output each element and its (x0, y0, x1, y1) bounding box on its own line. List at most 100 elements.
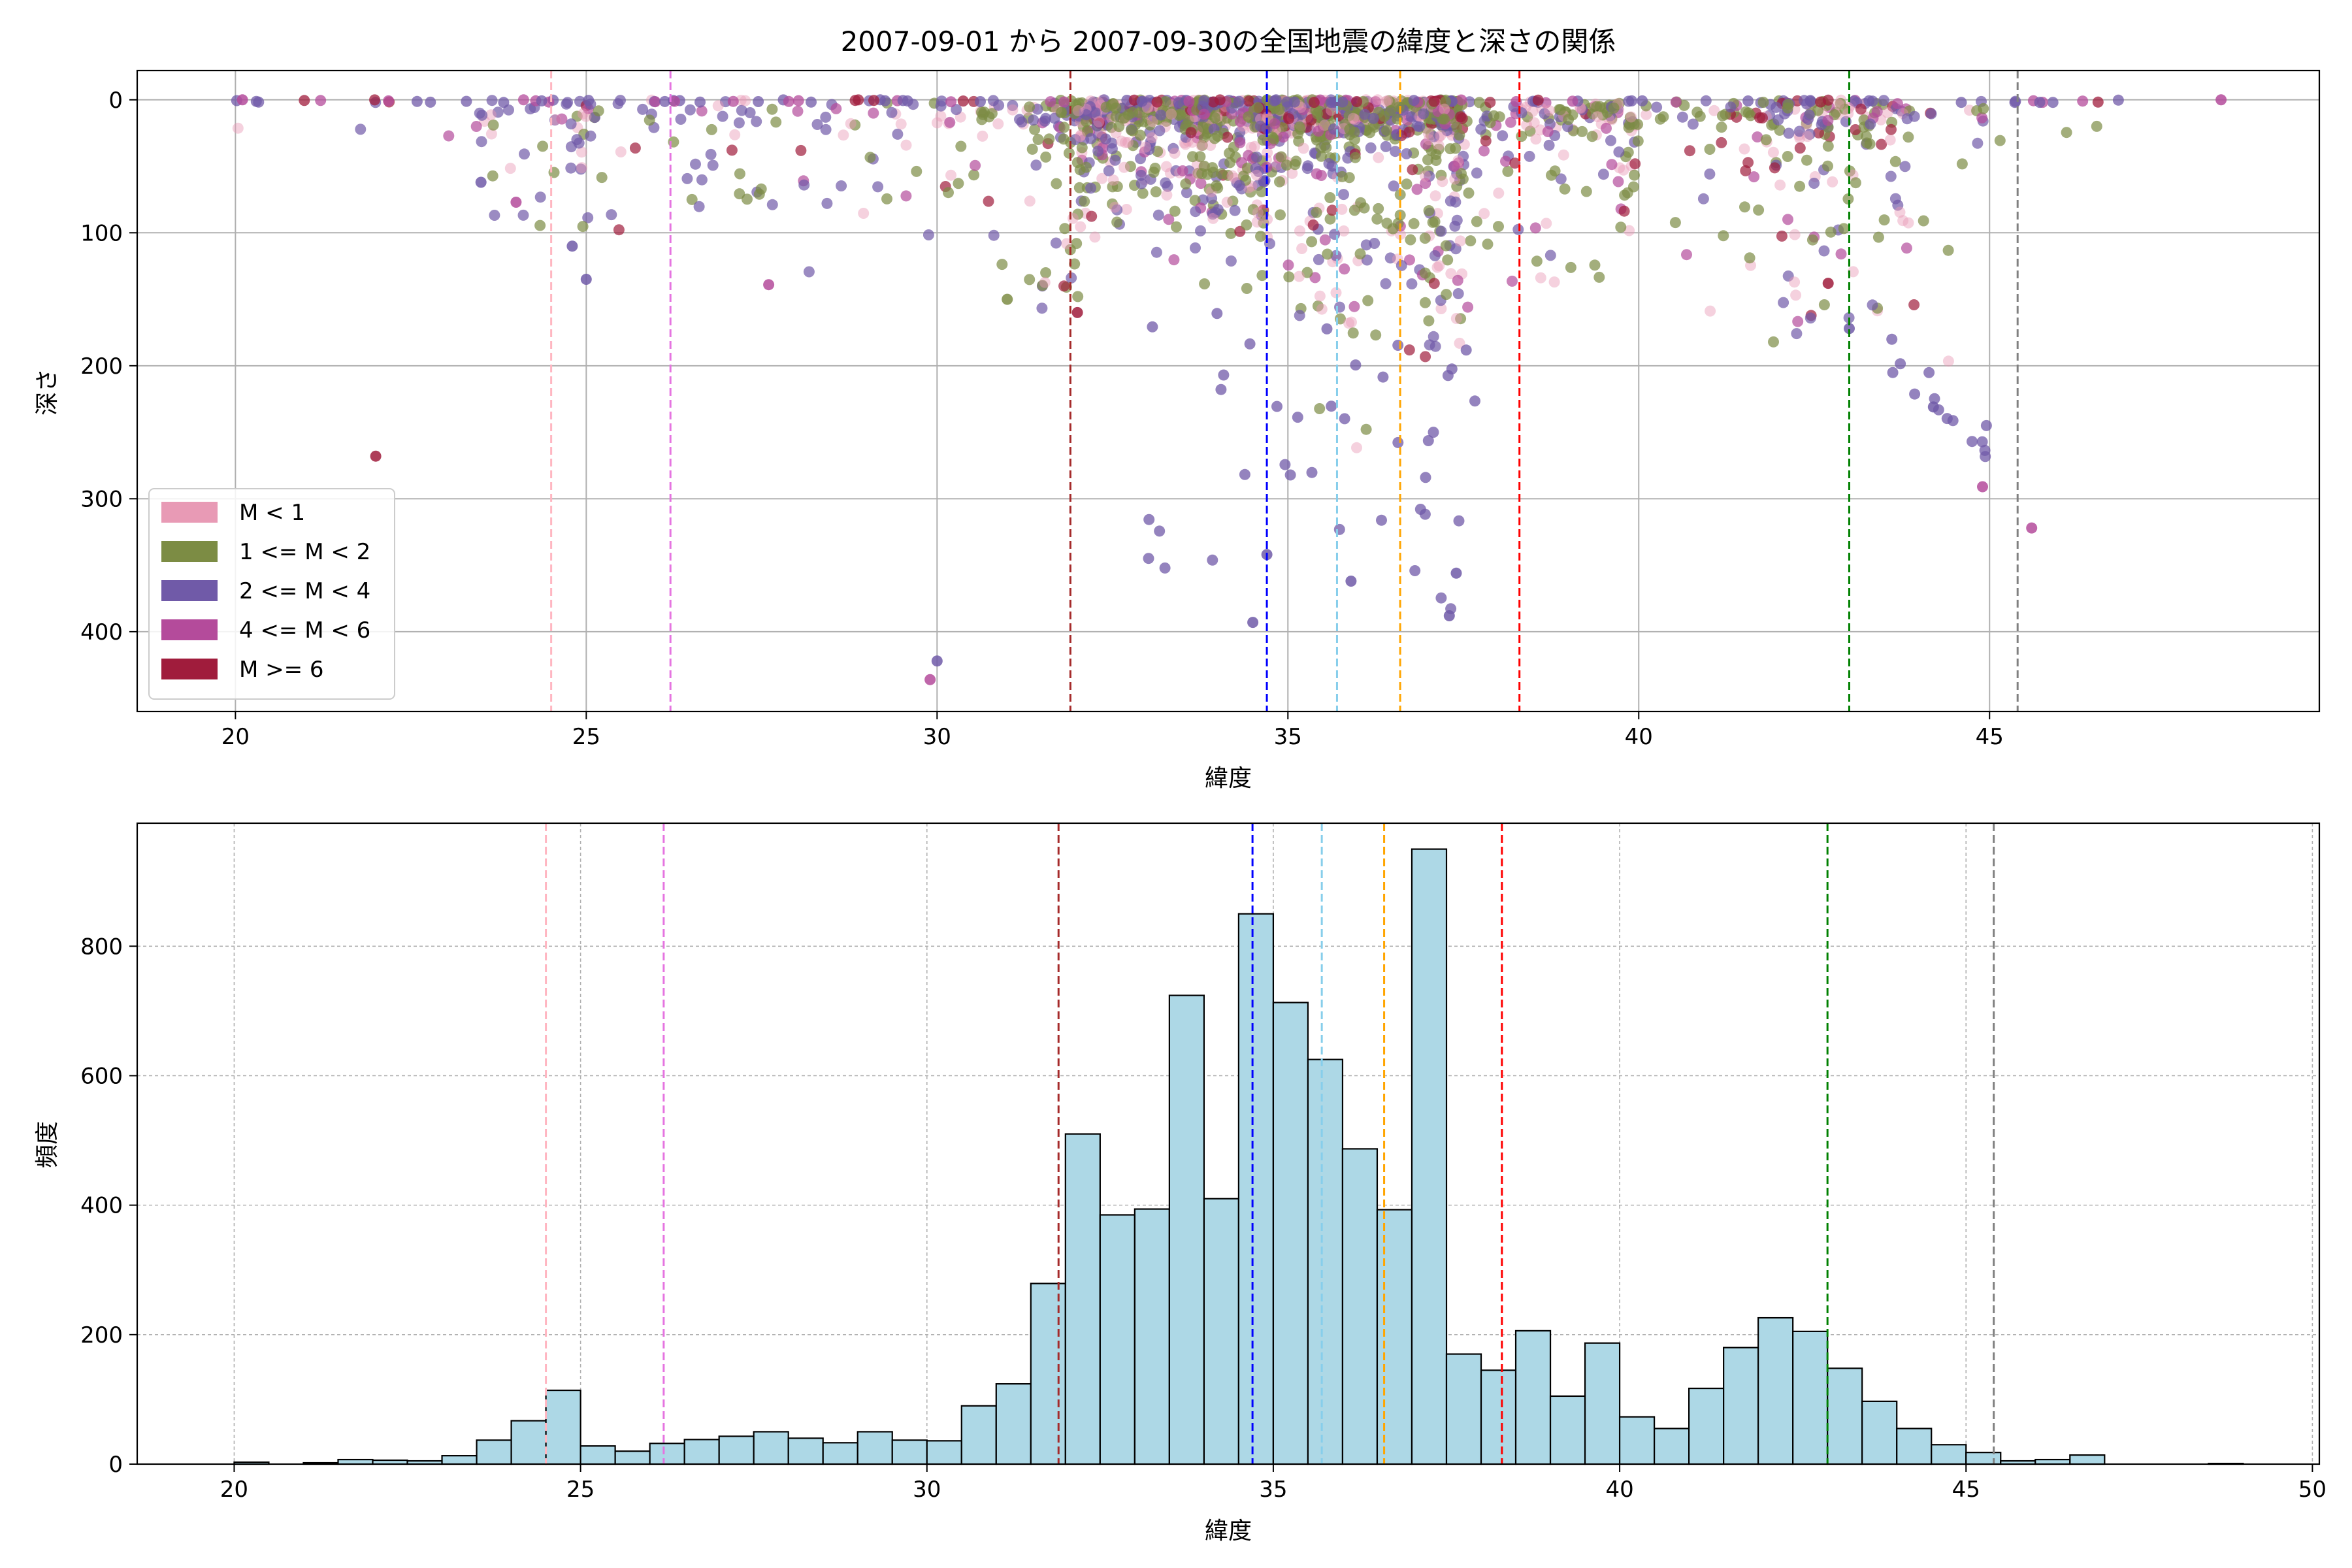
scatter-point (585, 130, 596, 142)
scatter-point (1316, 303, 1328, 315)
scatter-point (1754, 112, 1765, 123)
scatter-y-tick-label: 0 (108, 88, 123, 114)
scatter-point (1326, 204, 1338, 216)
scatter-point (1452, 288, 1464, 299)
scatter-point (1684, 145, 1695, 157)
scatter-point (712, 100, 724, 112)
histogram-bar (1688, 1387, 1725, 1465)
legend-swatch-m-1-2 (161, 541, 218, 562)
scatter-point (1175, 108, 1186, 120)
scatter-point (1484, 97, 1496, 108)
histogram-bar (476, 1439, 512, 1465)
scatter-point (1835, 248, 1847, 260)
scatter-point (1143, 514, 1155, 525)
scatter-point (1243, 95, 1255, 107)
histogram-y-tick-label: 200 (80, 1322, 123, 1348)
scatter-point (1456, 168, 1467, 180)
scatter-point (2077, 95, 2089, 107)
scatter-point (792, 95, 804, 106)
scatter-point (517, 94, 529, 106)
scatter-point (1251, 216, 1263, 228)
scatter-point (1433, 260, 1445, 272)
scatter-point (864, 152, 876, 163)
scatter-point (1850, 124, 1861, 135)
scatter-point (577, 108, 589, 120)
legend-label-m-2-4: 2 <= M < 4 (239, 578, 370, 604)
scatter-point (1432, 106, 1444, 118)
scatter-point (1081, 109, 1092, 121)
scatter-point (1314, 403, 1326, 414)
scatter-point (1252, 166, 1264, 177)
scatter-point (1119, 137, 1131, 148)
scatter-point (1037, 280, 1049, 291)
scatter-point (811, 119, 823, 130)
scatter-point (1284, 469, 1296, 481)
scatter-point (1445, 268, 1457, 280)
scatter-point (1152, 209, 1164, 221)
scatter-point (1420, 297, 1431, 308)
scatter-point (1651, 101, 1663, 113)
scatter-point (1196, 140, 1207, 152)
scatter-point (1039, 115, 1051, 127)
scatter-point (1056, 106, 1068, 118)
scatter-point (1215, 168, 1227, 180)
scatter-point (2061, 127, 2072, 139)
scatter-point (573, 137, 585, 149)
scatter-point (1818, 245, 1830, 257)
scatter-point (1311, 168, 1322, 180)
scatter-point (690, 158, 701, 170)
scatter-point (1103, 165, 1115, 176)
scatter-point (1050, 237, 1062, 249)
scatter-point (753, 188, 765, 200)
scatter-point (733, 117, 745, 129)
scatter-point (1218, 369, 1230, 381)
scatter-point (1955, 97, 1967, 108)
scatter-point (1234, 126, 1246, 138)
scatter-point (1249, 140, 1260, 152)
scatter-point (924, 674, 936, 685)
scatter-point (1294, 121, 1305, 133)
histogram-bar (1030, 1282, 1066, 1465)
scatter-point (1222, 131, 1233, 143)
scatter-point (1418, 108, 1429, 120)
scatter-point (1753, 204, 1765, 216)
scatter-point (1507, 275, 1518, 287)
scatter-point (1294, 310, 1305, 321)
scatter-point (1312, 108, 1324, 120)
scatter-point (696, 105, 708, 117)
scatter-point (931, 117, 943, 129)
histogram-bar (1514, 1330, 1552, 1465)
scatter-point (1215, 384, 1227, 395)
scatter-point (1256, 186, 1267, 197)
scatter-point (1120, 204, 1132, 215)
scatter-point (744, 107, 756, 118)
scatter-point (753, 96, 764, 107)
scatter-point (1256, 270, 1268, 282)
scatter-point (895, 118, 907, 130)
histogram-bar (1099, 1214, 1135, 1465)
scatter-point (1429, 216, 1441, 227)
scatter-point (1229, 204, 1241, 216)
scatter-point (485, 109, 497, 121)
scatter-point (637, 103, 649, 115)
histogram-bar (2069, 1454, 2106, 1465)
scatter-point (1804, 129, 1816, 140)
scatter-point (1405, 234, 1416, 246)
scatter-point (1348, 301, 1360, 312)
scatter-point (1822, 160, 1833, 172)
scatter-point (892, 128, 904, 140)
scatter-point (1024, 195, 1036, 207)
scatter-point (1903, 217, 1914, 229)
legend-swatch-m-lt-1 (161, 502, 218, 523)
scatter-point (1254, 120, 1266, 132)
scatter-point (1524, 150, 1535, 162)
scatter-point (729, 129, 741, 140)
scatter-point (1136, 95, 1148, 107)
scatter-point (1348, 204, 1360, 216)
scatter-point (1245, 186, 1256, 198)
scatter-point (1074, 131, 1086, 142)
scatter-point (1154, 125, 1166, 137)
scatter-point (1309, 272, 1321, 284)
scatter-point (1347, 112, 1359, 124)
scatter-point (975, 96, 986, 107)
